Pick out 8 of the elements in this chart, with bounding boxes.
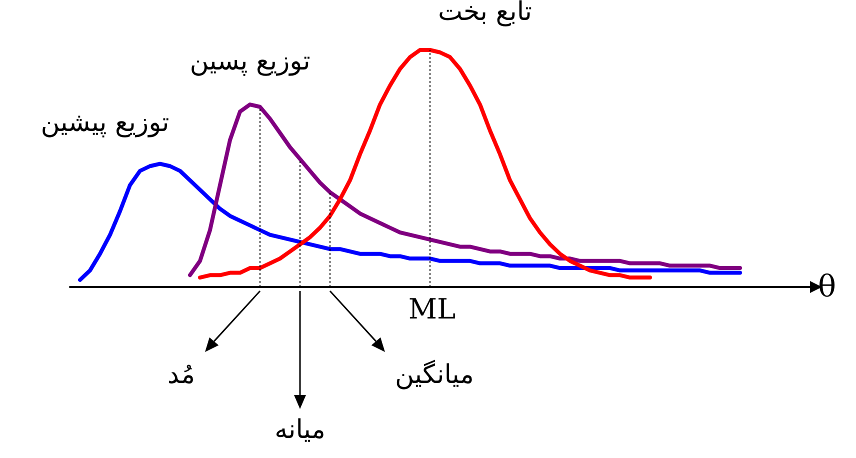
text: ML	[408, 292, 456, 326]
text: میانگین	[395, 359, 474, 390]
text: مُد	[167, 360, 195, 390]
x-axis-title: θ	[818, 270, 836, 304]
text: میانه	[274, 415, 326, 445]
series-label: تابع بخت	[438, 0, 532, 27]
series-label: توزیع پیشین	[40, 108, 170, 138]
series-label: توزیع پسین	[190, 46, 310, 77]
